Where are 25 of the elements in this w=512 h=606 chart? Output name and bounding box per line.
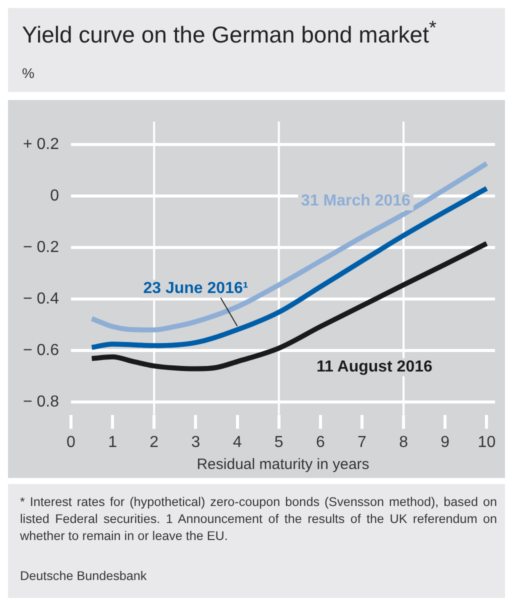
y-tick-label: 0	[50, 188, 60, 205]
x-tick-label: 8	[399, 434, 408, 451]
x-tick-label: 7	[358, 434, 367, 451]
y-tick-label: − 0.8	[22, 393, 60, 410]
x-tick-label: 6	[316, 434, 325, 451]
x-tick-label: 4	[232, 434, 242, 451]
x-tick-label: 1	[108, 434, 118, 451]
chart-title: Yield curve on the German bond market$^{*}$	[22, 18, 436, 49]
x-tick-label: 9	[440, 434, 450, 451]
text: Deutsche Bundesbank	[20, 568, 148, 585]
series-label: 11 August 2016	[316, 358, 433, 376]
y-axis-title: %	[22, 65, 34, 81]
y-tick-label: + 0.2	[22, 136, 60, 154]
series-label: 23 June 2016¹	[143, 280, 248, 298]
text: * Interest rates for (hypothetical) zero-coupon bonds (Svensson method), based on listed Federal securities. 1 Announcement of the results of the UK referendum on whether to remain in or leave the EU.	[20, 494, 497, 545]
series-label: 31 March 2016	[301, 192, 411, 210]
y-tick-label: − 0.2	[22, 239, 60, 256]
y-tick-label: − 0.6	[22, 342, 60, 359]
x-tick-label: 5	[274, 434, 284, 451]
x-tick-label: 0	[66, 434, 76, 451]
x-tick-label: 2	[150, 434, 159, 451]
x-axis-title: Residual maturity in years	[196, 456, 370, 474]
y-tick-label: − 0.4	[22, 290, 60, 308]
x-tick-label: 10	[478, 434, 496, 451]
x-tick-label: 3	[191, 434, 200, 451]
